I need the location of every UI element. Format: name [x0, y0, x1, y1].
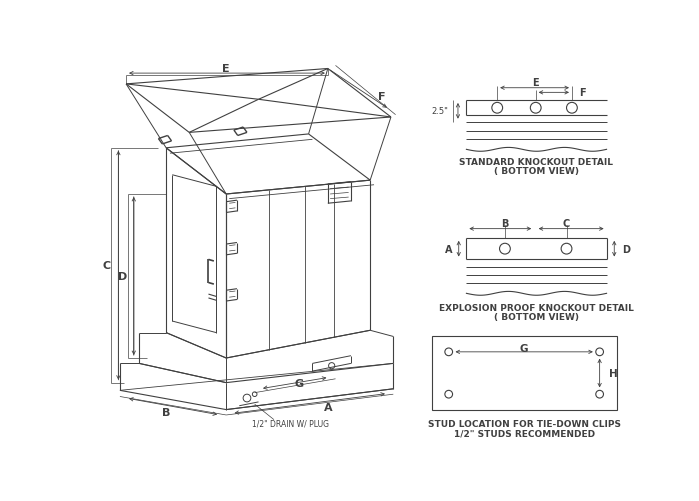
- Text: F: F: [579, 88, 586, 98]
- Text: A: A: [445, 244, 452, 254]
- Text: ( BOTTOM VIEW): ( BOTTOM VIEW): [494, 312, 579, 321]
- Text: STANDARD KNOCKOUT DETAIL: STANDARD KNOCKOUT DETAIL: [459, 158, 614, 167]
- Text: H: H: [609, 368, 618, 378]
- Text: STUD LOCATION FOR TIE-DOWN CLIPS: STUD LOCATION FOR TIE-DOWN CLIPS: [428, 419, 621, 428]
- Text: B: B: [162, 407, 171, 417]
- Text: C: C: [102, 261, 110, 271]
- Text: 1/2" DRAIN W/ PLUG: 1/2" DRAIN W/ PLUG: [252, 418, 329, 427]
- Text: F: F: [378, 92, 385, 102]
- Text: D: D: [117, 272, 127, 282]
- Text: G: G: [520, 343, 528, 353]
- Text: D: D: [622, 244, 630, 254]
- Text: E: E: [222, 64, 230, 74]
- Text: EXPLOSION PROOF KNOCKOUT DETAIL: EXPLOSION PROOF KNOCKOUT DETAIL: [439, 303, 634, 312]
- Text: A: A: [324, 402, 332, 412]
- Text: E: E: [532, 78, 538, 88]
- Text: 2.5": 2.5": [432, 107, 449, 116]
- Text: 1/2" STUDS RECOMMENDED: 1/2" STUDS RECOMMENDED: [454, 428, 595, 437]
- Text: ( BOTTOM VIEW): ( BOTTOM VIEW): [494, 167, 579, 176]
- Bar: [432, 337, 617, 410]
- Text: C: C: [563, 219, 570, 229]
- Text: B: B: [501, 219, 509, 229]
- Text: G: G: [295, 378, 304, 388]
